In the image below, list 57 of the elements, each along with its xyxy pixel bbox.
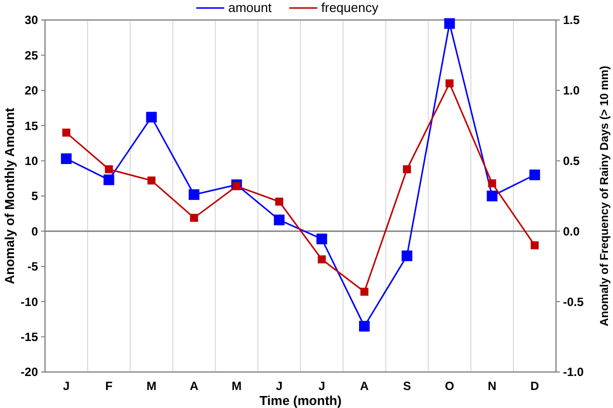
y-tick-label: 10 [24,154,38,168]
x-tick-label: M [232,379,242,393]
y2-tick-label: 0.0 [563,224,580,238]
y-axis-title: Anomaly of Monthly Amount [2,107,17,284]
point [146,112,157,122]
point [486,190,498,202]
point [444,18,455,29]
y-tick-label: -15 [20,330,38,344]
y-tick-label: -10 [20,294,38,309]
x-tick-label: M [146,379,156,393]
y-tick-label: 20 [24,84,38,98]
x-tick-label: O [444,379,454,393]
point [104,174,114,186]
point [359,320,370,332]
point [274,214,285,226]
point [275,198,284,206]
y2-tick-label: -1.0 [563,365,584,380]
point [488,179,496,188]
y-tick-label: 30 [24,13,38,28]
y2-tick-label: 1.5 [563,13,580,28]
legend-label: frequency [321,0,379,15]
point [402,250,412,262]
point [446,79,454,88]
y2-tick-label: -0.5 [563,294,584,309]
point [316,234,328,244]
point [402,165,411,174]
point [190,214,198,222]
point [188,189,200,200]
point [530,241,539,250]
point [529,170,540,180]
y2-axis-title: Anomaly of Frequency of Rainy Days (> 10 mm) [599,66,611,326]
x-tick-label: J [276,379,283,393]
x-tick-label: A [190,379,199,393]
y-tick-label: -5 [27,260,38,274]
legend-label: amount [228,0,272,15]
x-tick-label: A [360,379,370,393]
y-tick-label: 0 [31,224,38,238]
x-axis-title: Time (month) [259,393,342,408]
x-tick-label: N [488,379,496,393]
point [60,153,72,164]
x-tick-label: D [530,379,540,393]
y2-tick-label: 1.0 [563,84,580,98]
point [147,176,156,185]
point [62,128,70,137]
y-tick-label: 5 [31,189,38,204]
point [360,288,368,296]
x-tick-label: J [318,379,326,393]
point [104,165,113,174]
y-tick-label: 15 [24,118,38,133]
x-tick-label: S [402,379,411,393]
y2-tick-label: 0.5 [563,154,580,168]
point [232,182,241,190]
point [318,255,326,264]
x-tick-label: F [105,379,113,393]
y-tick-label: -20 [20,365,38,380]
y-tick-label: 25 [24,48,38,62]
x-tick-label: J [62,379,70,393]
